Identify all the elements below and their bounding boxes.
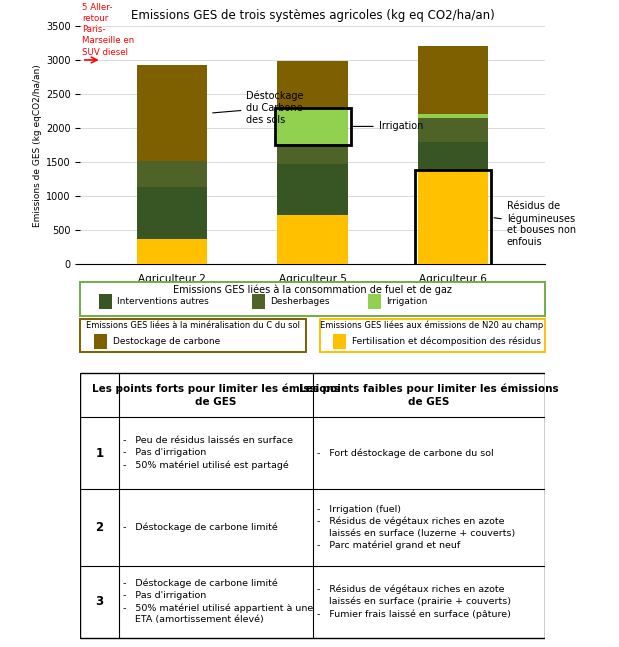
Text: Irrigation: Irrigation (353, 122, 423, 131)
Bar (253, 294, 266, 309)
Bar (277, 164, 348, 215)
Y-axis label: Emissions de GES (kg eqCO2/ha/an): Emissions de GES (kg eqCO2/ha/an) (33, 64, 42, 226)
Bar (418, 46, 488, 114)
FancyBboxPatch shape (319, 319, 545, 353)
Text: Déstockage
du Carbone
des sols: Déstockage du Carbone des sols (213, 91, 304, 124)
Text: 1: 1 (95, 446, 103, 459)
Text: -   Déstockage de carbone limité: - Déstockage de carbone limité (123, 523, 278, 532)
Bar (94, 334, 108, 349)
Text: Interventions autres: Interventions autres (116, 297, 209, 306)
Text: Emissions GES liées à la consommation de fuel et de gaz: Emissions GES liées à la consommation de… (173, 284, 452, 295)
Text: Desherbages: Desherbages (270, 297, 329, 306)
Text: Les points faibles pour limiter les émissions
de GES: Les points faibles pour limiter les émis… (299, 384, 558, 407)
Bar (334, 334, 347, 349)
Bar (275, 108, 350, 145)
Bar (277, 215, 348, 265)
Text: -   Irrigation (fuel)
-   Résidus de végétaux riches en azote
    laissés en sur: - Irrigation (fuel) - Résidus de végétau… (318, 505, 516, 551)
Bar (418, 114, 488, 118)
Text: -   Déstockage de carbone limité
-   Pas d'irrigation
-   50% matériel utilisé a: - Déstockage de carbone limité - Pas d'i… (123, 579, 313, 624)
Text: Emissions GES liées à la minéralisation du C du sol: Emissions GES liées à la minéralisation … (86, 320, 300, 329)
Bar (137, 188, 207, 239)
Bar (137, 65, 207, 162)
Text: Résidus de
légumineuses
et bouses non
enfouis: Résidus de légumineuses et bouses non en… (494, 201, 576, 247)
Bar (137, 162, 207, 188)
Text: 2: 2 (95, 521, 103, 534)
Bar (277, 108, 348, 144)
Text: Emissions GES liées aux émissions de N20 au champ: Emissions GES liées aux émissions de N20… (320, 320, 543, 330)
Bar (99, 294, 112, 309)
Text: 5 Aller-
retour
Paris-
Marseille en
SUV diesel: 5 Aller- retour Paris- Marseille en SUV … (82, 3, 134, 56)
FancyBboxPatch shape (80, 319, 306, 353)
Bar (277, 61, 348, 108)
Bar (418, 142, 488, 170)
Bar (418, 118, 488, 142)
Text: -   Fort déstockage de carbone du sol: - Fort déstockage de carbone du sol (318, 448, 494, 458)
FancyBboxPatch shape (80, 282, 545, 316)
Bar (418, 170, 488, 265)
Bar (277, 144, 348, 164)
Bar (415, 170, 491, 265)
Text: -   Résidus de végétaux riches en azote
    laissés en surface (prairie + couver: - Résidus de végétaux riches en azote la… (318, 584, 511, 619)
Bar (368, 294, 381, 309)
Bar (137, 239, 207, 265)
Text: -   Peu de résidus laissés en surface
-   Pas d'irrigation
-   50% matériel util: - Peu de résidus laissés en surface - Pa… (123, 437, 293, 470)
Title: Emissions GES de trois systèmes agricoles (kg eq CO2/ha/an): Emissions GES de trois systèmes agricole… (131, 9, 495, 22)
Text: Irrigation: Irrigation (386, 297, 427, 306)
Text: Destockage de carbone: Destockage de carbone (113, 337, 220, 346)
Text: Fertilisation et décomposition des résidus: Fertilisation et décomposition des résid… (352, 336, 541, 346)
Text: 3: 3 (95, 595, 103, 608)
Text: Les points forts pour limiter les émissions
de GES: Les points forts pour limiter les émissi… (92, 384, 340, 407)
